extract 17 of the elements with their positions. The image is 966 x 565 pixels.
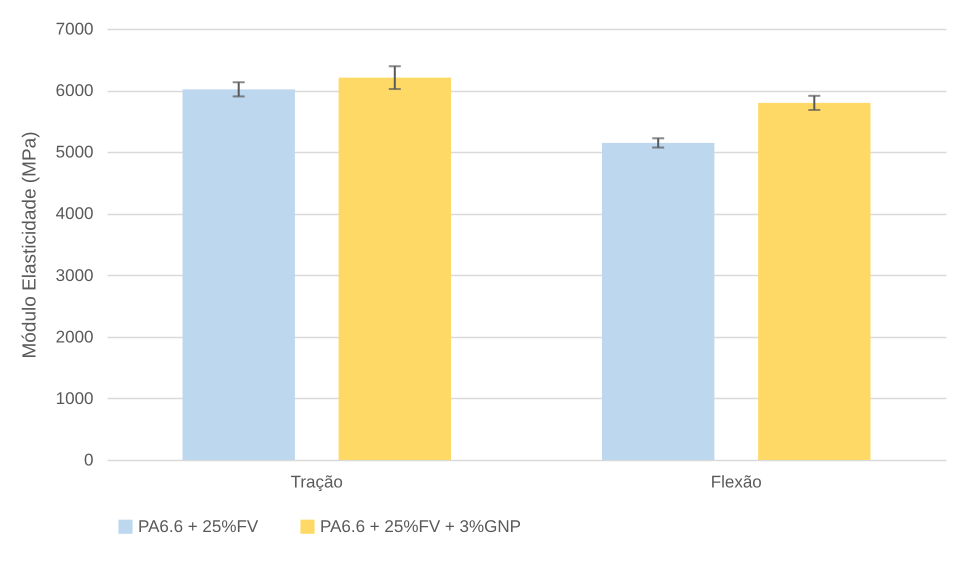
y-tick-label: 2000 [56,327,94,346]
y-tick-label: 7000 [56,20,94,38]
legend-label: PA6.6 + 25%FV + 3%GNP [320,516,521,536]
x-tick-label: Flexão [710,472,762,492]
y-tick-label: 6000 [56,81,94,100]
bar [758,102,870,460]
y-tick-label: 3000 [56,266,94,285]
y-tick-label: 1000 [56,388,94,408]
x-tick-label: Tração [290,472,343,492]
y-tick-label: 5000 [56,142,94,162]
bar [338,78,451,460]
bar [182,89,295,460]
y-axis-title: Módulo Elasticidade (MPa) [20,131,41,359]
y-tick-label: 4000 [56,204,94,224]
y-tick-label: 0 [84,450,94,470]
legend-label: PA6.6 + 25%FV [138,516,259,536]
bar [602,142,714,460]
